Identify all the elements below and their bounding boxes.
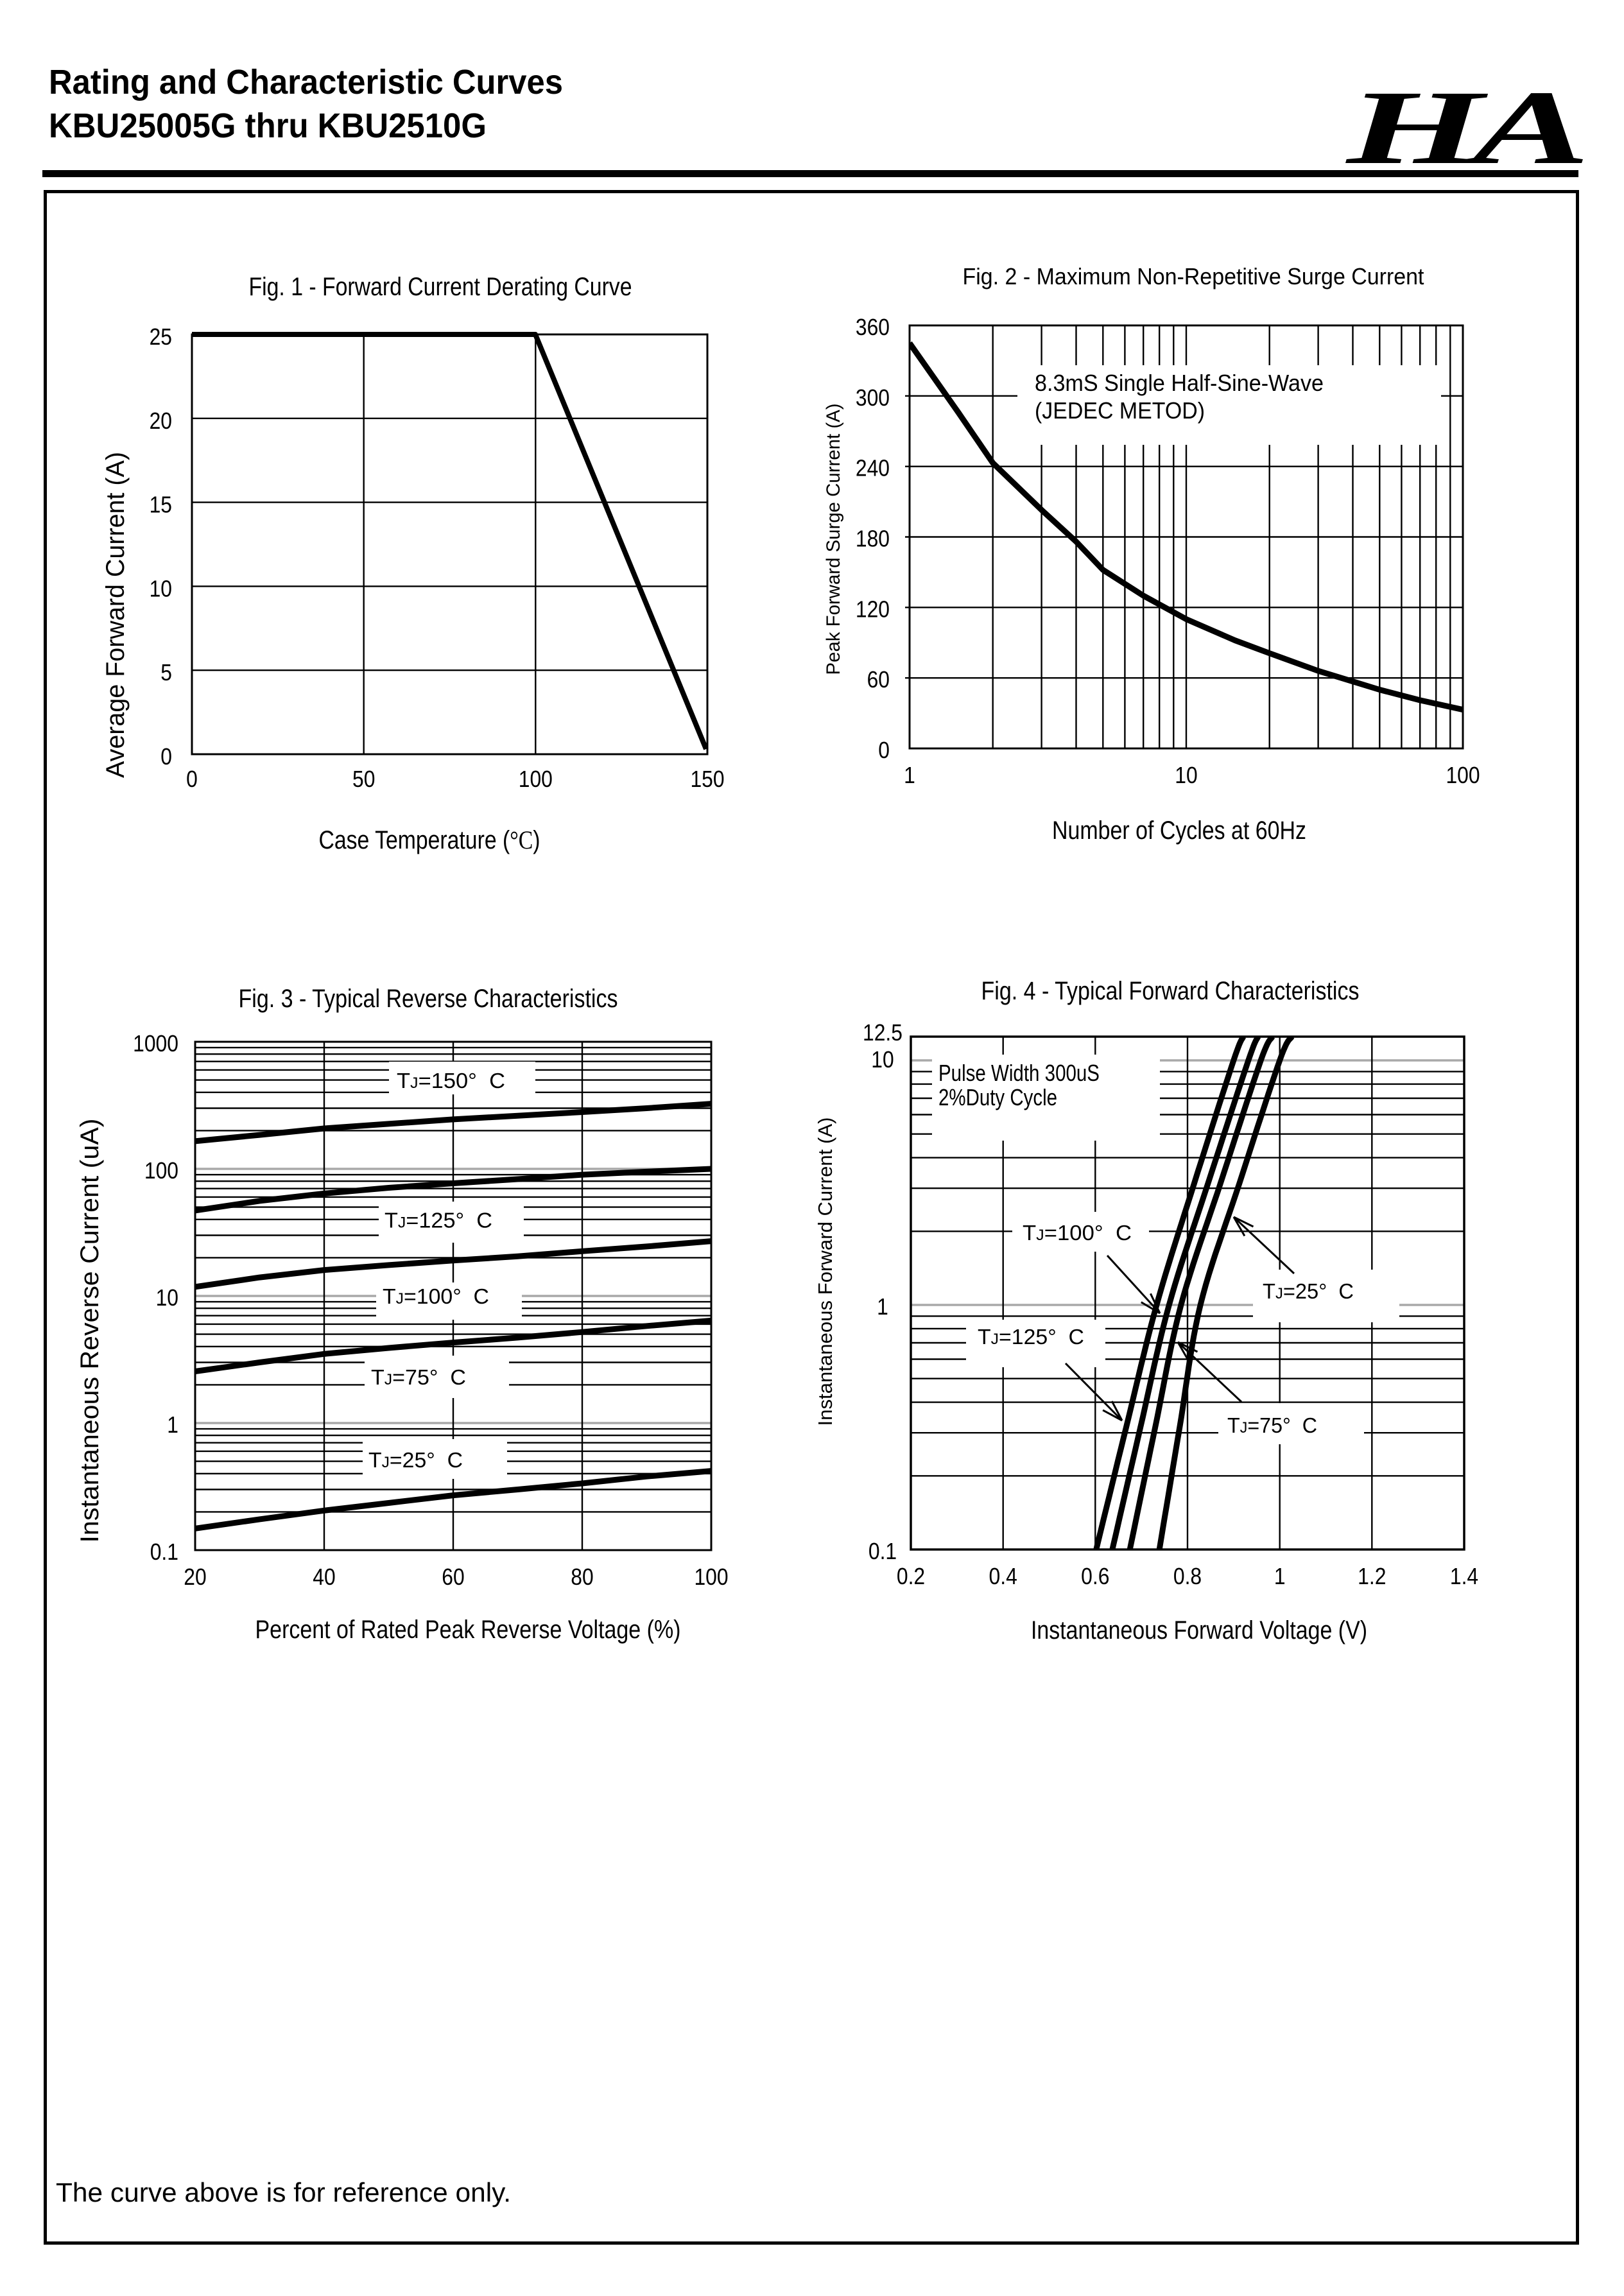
svg-text:360: 360 <box>856 314 890 340</box>
svg-text:Peak Forward Surge Current (A): Peak Forward Surge Current (A) <box>823 404 844 675</box>
svg-text:50: 50 <box>352 766 375 792</box>
svg-text:150: 150 <box>690 766 724 792</box>
svg-text:(JEDEC METOD): (JEDEC METOD) <box>1035 397 1205 424</box>
svg-text:0.6: 0.6 <box>1081 1563 1109 1589</box>
svg-text:100: 100 <box>519 766 553 792</box>
svg-text:1000: 1000 <box>133 1030 178 1057</box>
svg-text:0.8: 0.8 <box>1173 1563 1202 1589</box>
svg-text:12.5: 12.5 <box>863 1019 903 1046</box>
svg-text:100: 100 <box>1446 762 1480 788</box>
svg-text:20: 20 <box>184 1564 206 1590</box>
svg-text:120: 120 <box>856 596 890 622</box>
svg-text:TJ=75° C: TJ=75° C <box>1227 1413 1317 1437</box>
svg-text:Number of Cycles at 60Hz: Number of Cycles at 60Hz <box>1052 816 1306 845</box>
svg-text:0.4: 0.4 <box>989 1563 1017 1589</box>
svg-text:10: 10 <box>150 575 172 601</box>
svg-text:HA: HA <box>1345 69 1584 186</box>
svg-text:TJ=150° C: TJ=150° C <box>397 1069 505 1092</box>
svg-text:0.1: 0.1 <box>868 1538 897 1564</box>
svg-text:10: 10 <box>871 1046 894 1073</box>
svg-text:0: 0 <box>878 737 890 763</box>
svg-text:TJ=100° C: TJ=100° C <box>383 1284 489 1308</box>
svg-text:10: 10 <box>1175 762 1197 788</box>
svg-text:Instantaneous Reverse Current: Instantaneous Reverse Current (uA) <box>76 1119 104 1543</box>
svg-text:1.2: 1.2 <box>1358 1563 1386 1589</box>
svg-text:The curve above is for referen: The curve above is for reference only. <box>56 2177 511 2207</box>
svg-text:Fig. 2 - Maximum Non-Repetitiv: Fig. 2 - Maximum Non-Repetitive Surge Cu… <box>963 263 1424 289</box>
svg-text:Case Temperature (°C): Case Temperature (°C) <box>319 825 540 854</box>
svg-text:180: 180 <box>856 526 890 552</box>
svg-text:1: 1 <box>877 1293 888 1320</box>
svg-text:1: 1 <box>904 762 915 788</box>
svg-text:TJ=75° C: TJ=75° C <box>371 1365 466 1389</box>
svg-text:300: 300 <box>856 384 890 411</box>
svg-text:Fig. 3 - Typical Reverse Chara: Fig. 3 - Typical Reverse Characteristics <box>239 985 618 1013</box>
svg-text:100: 100 <box>694 1564 728 1590</box>
svg-text:8.3mS Single Half-Sine-Wave: 8.3mS Single Half-Sine-Wave <box>1035 370 1324 396</box>
svg-text:10: 10 <box>156 1284 178 1311</box>
svg-text:KBU25005G thru KBU2510G: KBU25005G thru KBU2510G <box>49 107 487 145</box>
svg-text:20: 20 <box>150 408 172 434</box>
svg-text:Rating and Characteristic Curv: Rating and Characteristic Curves <box>49 63 563 101</box>
svg-text:Fig. 1 - Forward Current Derat: Fig. 1 - Forward Current Derating Curve <box>249 273 632 301</box>
svg-text:0: 0 <box>186 766 198 792</box>
svg-text:25: 25 <box>150 324 172 350</box>
svg-text:1: 1 <box>167 1411 178 1438</box>
svg-text:Average Forward Current (A): Average Forward Current (A) <box>101 452 130 778</box>
svg-text:0.2: 0.2 <box>897 1563 925 1589</box>
svg-text:80: 80 <box>571 1564 593 1590</box>
svg-text:1: 1 <box>1274 1563 1286 1589</box>
svg-text:Percent of Rated Peak Reverse: Percent of Rated Peak Reverse Voltage (%… <box>255 1616 681 1644</box>
svg-text:40: 40 <box>313 1564 335 1590</box>
svg-text:Instantaneous Forward Voltage: Instantaneous Forward Voltage (V) <box>1031 1616 1367 1644</box>
svg-text:0: 0 <box>160 743 172 770</box>
svg-text:0.1: 0.1 <box>150 1539 178 1565</box>
svg-text:60: 60 <box>442 1564 464 1590</box>
svg-text:Pulse Width 300uS: Pulse Width 300uS <box>938 1060 1100 1086</box>
svg-text:Fig. 4 - Typical Forward Chara: Fig. 4 - Typical Forward Characteristics <box>981 977 1360 1005</box>
svg-text:240: 240 <box>856 455 890 481</box>
svg-text:2%Duty Cycle: 2%Duty Cycle <box>938 1084 1057 1110</box>
svg-text:60: 60 <box>867 666 890 693</box>
svg-text:1.4: 1.4 <box>1450 1563 1478 1589</box>
svg-text:Instantaneous Forward Current: Instantaneous Forward Current (A) <box>814 1118 836 1426</box>
svg-text:100: 100 <box>144 1157 178 1184</box>
svg-text:5: 5 <box>160 659 172 686</box>
svg-text:15: 15 <box>150 492 172 518</box>
